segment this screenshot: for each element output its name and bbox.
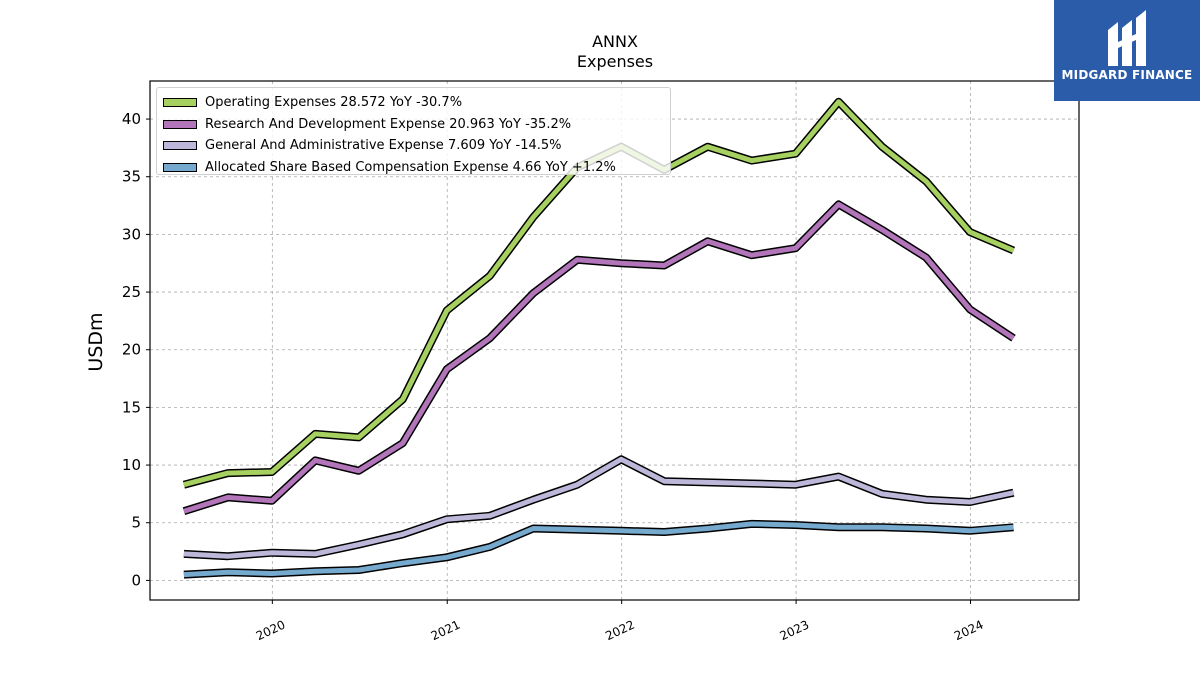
legend-swatch bbox=[163, 98, 197, 108]
legend-item-general-and-administrative: General And Administrative Expense 7.609… bbox=[163, 135, 664, 157]
y-tick-label: 20 bbox=[122, 341, 141, 359]
legend-label: General And Administrative Expense 7.609… bbox=[205, 138, 562, 154]
y-tick-label: 15 bbox=[122, 398, 141, 416]
x-tick-label: 2023 bbox=[778, 618, 812, 644]
x-tick-label: 2021 bbox=[429, 618, 463, 644]
y-axis-ticks: 0 5 10 15 20 25 30 35 40 bbox=[122, 110, 150, 589]
y-tick-label: 35 bbox=[122, 168, 141, 186]
series-layer bbox=[182, 97, 1016, 579]
series-line-allocated-share-based-compensation-expense bbox=[183, 521, 1014, 578]
legend-swatch bbox=[163, 119, 197, 129]
x-axis-ticks: 2020 2021 2022 2023 2024 bbox=[254, 600, 986, 643]
legend-swatch bbox=[163, 141, 197, 151]
legend-label: Allocated Share Based Compensation Expen… bbox=[205, 159, 616, 175]
chart-legend: Operating Expenses 28.572 YoY -30.7% Res… bbox=[156, 87, 671, 175]
y-tick-label: 25 bbox=[122, 283, 141, 301]
chart-subtitle: Expenses bbox=[577, 52, 653, 71]
legend-item-operating-expenses: Operating Expenses 28.572 YoY -30.7% bbox=[163, 92, 664, 114]
legend-label: Research And Development Expense 20.963 … bbox=[205, 116, 572, 132]
midgard-finance-logo: MIDGARD FINANCE bbox=[1054, 0, 1200, 101]
legend-item-research-and-development: Research And Development Expense 20.963 … bbox=[163, 114, 664, 136]
legend-label: Operating Expenses 28.572 YoY -30.7% bbox=[205, 95, 463, 111]
y-tick-label: 0 bbox=[131, 571, 141, 589]
series-line-research-and-development-expense bbox=[183, 201, 1015, 514]
legend-item-share-based-compensation: Allocated Share Based Compensation Expen… bbox=[163, 157, 664, 179]
y-axis-label: USDm bbox=[85, 312, 107, 371]
x-tick-label: 2020 bbox=[254, 618, 288, 644]
plot-frame bbox=[149, 80, 1080, 601]
series-line-general-and-administrative-expense bbox=[183, 456, 1015, 559]
y-tick-label: 40 bbox=[122, 110, 141, 128]
midgard-logo-icon bbox=[1108, 10, 1146, 66]
y-tick-label: 5 bbox=[131, 514, 141, 532]
chart-title: ANNX bbox=[592, 32, 638, 51]
logo-text: MIDGARD FINANCE bbox=[1061, 68, 1193, 82]
x-tick-label: 2022 bbox=[603, 618, 637, 644]
legend-swatch bbox=[163, 162, 197, 172]
y-tick-label: 30 bbox=[122, 225, 141, 243]
x-tick-label: 2024 bbox=[952, 618, 986, 644]
y-tick-label: 10 bbox=[122, 456, 141, 474]
